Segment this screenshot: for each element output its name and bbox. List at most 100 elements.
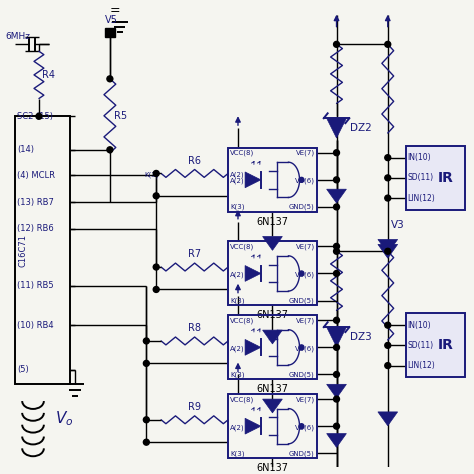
- Circle shape: [299, 177, 304, 182]
- Text: VE(7): VE(7): [296, 396, 315, 402]
- Circle shape: [299, 345, 304, 350]
- Bar: [228, 241, 317, 305]
- Text: (11) RB5: (11) RB5: [17, 281, 54, 290]
- Bar: [228, 394, 317, 458]
- Text: 6N137: 6N137: [256, 463, 289, 473]
- Bar: [105, 27, 115, 37]
- Text: V5: V5: [105, 15, 118, 25]
- Text: VCC(8): VCC(8): [230, 396, 255, 402]
- Text: =: =: [109, 4, 120, 17]
- Circle shape: [385, 322, 391, 328]
- Text: (4) MCLR: (4) MCLR: [17, 171, 55, 180]
- Circle shape: [36, 113, 42, 119]
- Text: R6: R6: [188, 155, 201, 165]
- Circle shape: [153, 286, 159, 292]
- Text: R7: R7: [188, 249, 201, 259]
- Circle shape: [334, 271, 339, 276]
- Circle shape: [334, 317, 339, 323]
- Text: IR: IR: [438, 338, 454, 352]
- Polygon shape: [378, 412, 398, 426]
- Circle shape: [107, 76, 113, 82]
- Circle shape: [334, 243, 339, 249]
- Text: (14): (14): [17, 145, 34, 154]
- Circle shape: [334, 423, 339, 429]
- Polygon shape: [327, 118, 346, 138]
- Text: VE(7): VE(7): [296, 317, 315, 324]
- Polygon shape: [378, 239, 398, 253]
- Bar: [228, 148, 317, 212]
- Circle shape: [385, 248, 391, 254]
- Text: 6N137: 6N137: [256, 384, 289, 394]
- Text: K(3): K(3): [230, 204, 245, 210]
- Circle shape: [385, 41, 391, 47]
- Text: R9: R9: [188, 402, 201, 412]
- Circle shape: [334, 372, 339, 377]
- Circle shape: [107, 147, 113, 153]
- Circle shape: [334, 41, 339, 47]
- Text: VO(6): VO(6): [295, 424, 315, 431]
- Text: GND(5): GND(5): [289, 204, 315, 210]
- Circle shape: [334, 345, 339, 350]
- Text: V3: V3: [391, 219, 404, 229]
- Circle shape: [299, 271, 304, 276]
- Text: SD(11): SD(11): [408, 341, 434, 350]
- Polygon shape: [245, 172, 261, 188]
- Text: VE(7): VE(7): [296, 150, 315, 156]
- Text: VCC(8): VCC(8): [230, 317, 255, 324]
- Text: C16C71: C16C71: [18, 234, 27, 267]
- Polygon shape: [327, 189, 346, 203]
- Polygon shape: [327, 384, 346, 398]
- Bar: [228, 315, 317, 379]
- Text: SD(11): SD(11): [408, 173, 434, 182]
- Text: IN(10): IN(10): [408, 321, 431, 330]
- Text: 6MHz: 6MHz: [5, 32, 30, 41]
- Text: GND(5): GND(5): [289, 298, 315, 304]
- Text: (10) RB4: (10) RB4: [17, 321, 54, 330]
- Text: LIN(12): LIN(12): [408, 361, 435, 370]
- Text: LIN(12): LIN(12): [408, 193, 435, 202]
- Circle shape: [334, 150, 339, 155]
- Circle shape: [334, 396, 339, 402]
- Text: SC2 (15): SC2 (15): [17, 112, 53, 121]
- Circle shape: [385, 175, 391, 181]
- Polygon shape: [245, 265, 261, 282]
- Circle shape: [144, 338, 149, 344]
- Circle shape: [385, 342, 391, 348]
- Text: A(2): A(2): [230, 272, 245, 278]
- Text: VCC(8): VCC(8): [230, 150, 255, 156]
- Text: VE(7): VE(7): [296, 243, 315, 250]
- Text: A(2): A(2): [230, 178, 245, 184]
- Circle shape: [334, 248, 339, 254]
- Text: K(3): K(3): [230, 372, 245, 378]
- Circle shape: [385, 195, 391, 201]
- Circle shape: [299, 424, 304, 428]
- Text: 6N137: 6N137: [256, 217, 289, 227]
- Text: R8: R8: [188, 323, 201, 333]
- Text: K(3): K(3): [230, 450, 245, 457]
- Circle shape: [385, 363, 391, 369]
- Text: $V_o$: $V_o$: [55, 410, 73, 428]
- Polygon shape: [263, 330, 283, 344]
- Text: VO(6): VO(6): [295, 346, 315, 352]
- Circle shape: [334, 204, 339, 210]
- Bar: [15, 116, 71, 384]
- Circle shape: [153, 171, 159, 176]
- Text: (12) RB6: (12) RB6: [17, 224, 54, 233]
- Text: DZ3: DZ3: [350, 332, 372, 342]
- Polygon shape: [378, 245, 398, 258]
- Polygon shape: [327, 327, 346, 347]
- Circle shape: [153, 193, 159, 199]
- Circle shape: [385, 155, 391, 161]
- Text: VCC(8): VCC(8): [230, 243, 255, 250]
- Circle shape: [144, 439, 149, 445]
- Polygon shape: [263, 237, 283, 250]
- Polygon shape: [327, 434, 346, 447]
- Text: K(3): K(3): [230, 298, 245, 304]
- Text: A(2): A(2): [230, 424, 245, 431]
- Text: K(3): K(3): [145, 172, 159, 178]
- Circle shape: [334, 177, 339, 183]
- Text: 6N137: 6N137: [256, 310, 289, 320]
- Text: A(2): A(2): [230, 346, 245, 352]
- Text: VO(6): VO(6): [295, 178, 315, 184]
- Polygon shape: [263, 399, 283, 413]
